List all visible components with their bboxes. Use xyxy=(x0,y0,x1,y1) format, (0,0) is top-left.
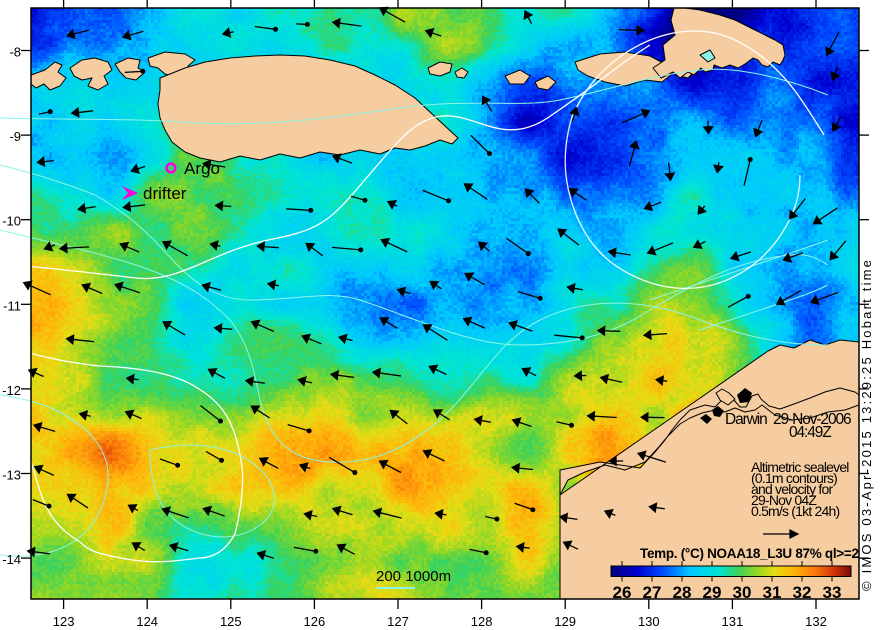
svg-text:26: 26 xyxy=(613,583,632,602)
svg-text:-14: -14 xyxy=(2,552,21,567)
svg-text:-8: -8 xyxy=(9,45,21,60)
svg-text:-13: -13 xyxy=(2,468,21,483)
svg-text:29: 29 xyxy=(703,583,722,602)
svg-text:© IMOS 03-Apr-2015 13:29:25 Ho: © IMOS 03-Apr-2015 13:29:25 Hobart time xyxy=(859,258,874,591)
svg-text:130: 130 xyxy=(638,614,660,629)
svg-text:31: 31 xyxy=(763,583,782,602)
svg-text:-10: -10 xyxy=(2,214,21,229)
svg-text:127: 127 xyxy=(387,614,409,629)
svg-text:124: 124 xyxy=(136,614,158,629)
svg-text:28: 28 xyxy=(673,583,692,602)
svg-text:123: 123 xyxy=(53,614,75,629)
svg-text:drifter: drifter xyxy=(143,184,187,203)
svg-text:200 1000m: 200 1000m xyxy=(376,568,451,585)
svg-text:125: 125 xyxy=(220,614,242,629)
svg-text:04:49Z: 04:49Z xyxy=(789,424,831,441)
svg-text:132: 132 xyxy=(805,614,827,629)
svg-text:33: 33 xyxy=(823,583,842,602)
svg-text:0.5m/s (1kt 24h): 0.5m/s (1kt 24h) xyxy=(751,503,839,519)
svg-text:Darwin: Darwin xyxy=(725,411,767,428)
svg-text:129: 129 xyxy=(554,614,576,629)
svg-text:126: 126 xyxy=(304,614,326,629)
svg-text:128: 128 xyxy=(471,614,493,629)
svg-text:-11: -11 xyxy=(3,298,21,313)
svg-text:Temp. (°C) NOAA18_L3U 87% ql>=: Temp. (°C) NOAA18_L3U 87% ql>=2 xyxy=(640,546,859,561)
svg-text:30: 30 xyxy=(733,583,752,602)
svg-text:-12: -12 xyxy=(2,383,21,398)
svg-text:32: 32 xyxy=(793,583,812,602)
svg-text:131: 131 xyxy=(722,614,744,629)
svg-text:27: 27 xyxy=(643,583,662,602)
svg-text:-9: -9 xyxy=(9,129,21,144)
svg-text:Argo: Argo xyxy=(184,159,220,178)
